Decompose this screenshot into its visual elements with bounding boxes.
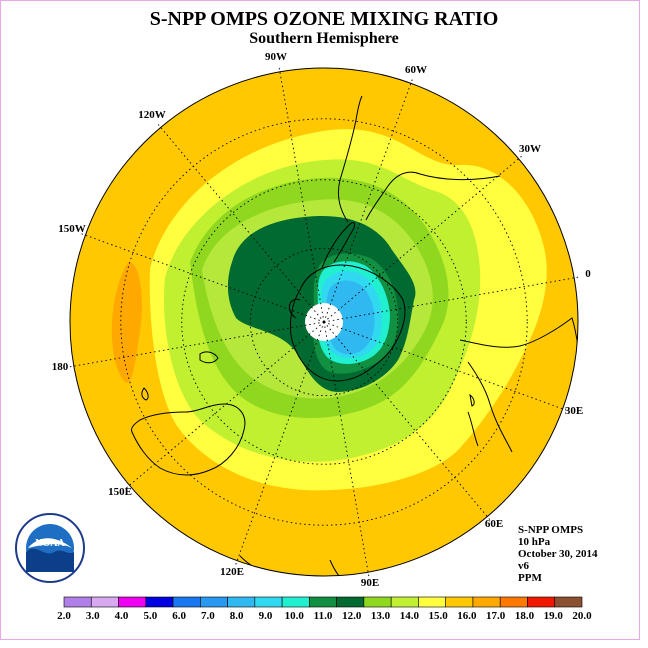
colorbar-tick-label: 19.0: [544, 610, 564, 622]
colorbar-swatch: [90, 596, 119, 608]
info-instrument: S-NPP OMPS: [518, 524, 584, 536]
meridian-line: [67, 321, 325, 368]
colorbar-tick-label: 3.0: [86, 610, 100, 622]
noaa-logo: NOAA: [15, 513, 85, 583]
meridian-line: [323, 321, 370, 579]
colorbar-tick-label: 12.0: [342, 610, 362, 622]
longitude-label: 60E: [485, 518, 503, 530]
colorbar-tick-label: 8.0: [230, 610, 244, 622]
meridian-line: [79, 232, 325, 323]
meridian-line: [323, 154, 524, 323]
ozone-field: [70, 68, 578, 576]
colorbar-swatch: [390, 596, 419, 608]
longitude-label: 150E: [108, 486, 132, 498]
info-units: PPM: [518, 572, 542, 584]
info-date: October 30, 2014: [518, 548, 598, 560]
info-block: S-NPP OMPS 10 hPa October 30, 2014 v6 PP…: [518, 524, 598, 584]
colorbar-tick-label: 11.0: [314, 610, 333, 622]
colorbar-swatch: [200, 596, 228, 608]
colorbar-tick-label: 20.0: [572, 610, 592, 622]
meridian-line: [323, 321, 492, 522]
latitude-circle: [181, 179, 467, 465]
longitude-label: 120E: [220, 566, 244, 578]
meridian-line: [156, 122, 325, 323]
longitude-label: 60W: [405, 64, 427, 76]
info-level: 10 hPa: [518, 536, 551, 548]
colorbar-tick-label: 15.0: [428, 610, 448, 622]
longitude-label: 150W: [58, 223, 86, 235]
longitude-label: 0: [585, 268, 591, 280]
colorbar-swatch: [445, 596, 474, 608]
coastlines: [131, 95, 578, 576]
colorbar-tick-label: 2.0: [57, 610, 71, 622]
colorbar-tick-label: 18.0: [515, 610, 535, 622]
map-subtitle: Southern Hemisphere: [249, 30, 399, 47]
colorbar-swatch: [527, 596, 556, 608]
colorbar-swatch: [336, 596, 365, 608]
colorbar-tick-label: 6.0: [172, 610, 186, 622]
colorbar-tick-label: 16.0: [457, 610, 477, 622]
logo-text: NOAA: [35, 538, 65, 549]
colorbar-swatch: [363, 596, 392, 608]
meridian-line: [323, 77, 414, 323]
colorbar-tick-label: 14.0: [400, 610, 420, 622]
colorbar-tick-label: 10.0: [285, 610, 305, 622]
latitude-circle: [120, 118, 528, 526]
colorbar-swatch: [281, 596, 310, 608]
longitude-label: 30W: [519, 143, 541, 155]
colorbar-swatch: [227, 596, 256, 608]
colorbar-tick-label: 7.0: [201, 610, 215, 622]
map-title: S-NPP OMPS OZONE MIXING RATIO: [149, 8, 499, 30]
meridian-line: [234, 321, 325, 567]
graticule: [67, 65, 581, 579]
meridian-line: [278, 65, 325, 323]
longitude-label: 30E: [565, 405, 583, 417]
colorbar-tick-label: 13.0: [371, 610, 391, 622]
longitude-label: 180: [52, 361, 69, 373]
colorbar-swatch: [499, 596, 528, 608]
longitude-label: 120W: [138, 109, 166, 121]
info-version: v6: [518, 560, 529, 572]
longitude-label: 90E: [361, 577, 379, 589]
contour-17-18: [111, 261, 142, 383]
latitude-circle: [249, 247, 399, 397]
meridian-line: [323, 321, 569, 412]
colorbar: 2.0 3.0 4.0 5.0 6.0 7.0 8.0 9.0 10.0 11.0 12.0 13.0…: [57, 596, 592, 622]
colorbar-swatch: [118, 596, 147, 608]
colorbar-swatch: [472, 596, 501, 608]
colorbar-swatch: [145, 596, 174, 608]
colorbar-tick-label: 5.0: [143, 610, 157, 622]
longitude-label: 90W: [265, 51, 287, 63]
longitude-labels: 90W 60W 120W 30W 150W 0 180 30E 150E 60E 120E 90E: [52, 51, 592, 589]
colorbar-tick-label: 4.0: [115, 610, 129, 622]
colorbar-swatch: [554, 596, 583, 608]
map-boundary: [69, 67, 579, 577]
meridian-line: [323, 276, 581, 323]
colorbar-tick-label: 17.0: [486, 610, 506, 622]
colorbar-swatch: [309, 596, 337, 608]
meridian-line: [124, 321, 325, 490]
colorbar-swatch: [418, 596, 446, 608]
colorbar-swatch: [254, 596, 283, 608]
colorbar-swatch: [172, 596, 201, 608]
colorbar-tick-label: 9.0: [259, 610, 273, 622]
colorbar-swatch: [63, 596, 92, 608]
